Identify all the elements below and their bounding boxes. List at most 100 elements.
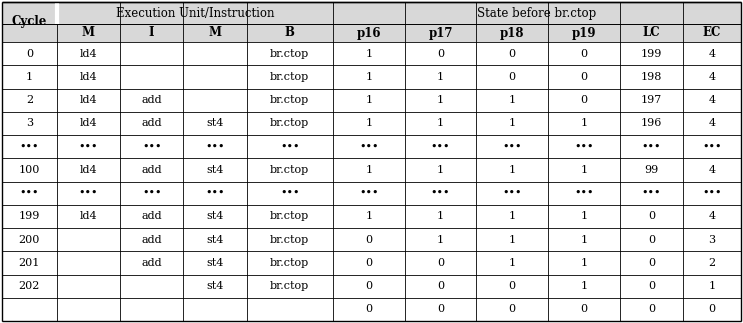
Text: 0: 0 (708, 304, 716, 314)
Text: 0: 0 (509, 304, 516, 314)
Text: 1: 1 (580, 165, 588, 175)
Text: 3: 3 (708, 234, 716, 245)
Text: 0: 0 (648, 258, 655, 268)
Text: br.ctop: br.ctop (270, 95, 309, 105)
Text: 1: 1 (509, 234, 516, 245)
Text: 0: 0 (580, 49, 588, 59)
Text: 1: 1 (366, 211, 372, 221)
Text: 1: 1 (366, 49, 372, 59)
Text: •••: ••• (280, 141, 299, 151)
Text: add: add (141, 258, 162, 268)
Text: p19: p19 (571, 26, 596, 39)
Bar (333, 2, 741, 24)
Text: 198: 198 (640, 72, 662, 82)
Text: •••: ••• (574, 141, 594, 151)
Text: 0: 0 (580, 304, 588, 314)
Text: 0: 0 (648, 234, 655, 245)
Text: •••: ••• (79, 141, 98, 151)
Text: add: add (141, 211, 162, 221)
Text: M: M (82, 26, 95, 39)
Text: 0: 0 (437, 281, 444, 291)
Text: 1: 1 (437, 95, 444, 105)
Text: 3: 3 (26, 118, 33, 128)
Text: 4: 4 (708, 49, 716, 59)
Text: p17: p17 (428, 26, 452, 39)
Text: add: add (141, 234, 162, 245)
Text: ld4: ld4 (80, 165, 97, 175)
Text: •••: ••• (142, 141, 161, 151)
Text: •••: ••• (431, 188, 450, 198)
Text: LC: LC (643, 26, 661, 39)
Text: 1: 1 (366, 72, 372, 82)
Bar (56, 24, 741, 42)
Text: •••: ••• (19, 141, 39, 151)
Text: st4: st4 (207, 165, 224, 175)
Text: Cycle: Cycle (12, 16, 47, 28)
Text: B: B (285, 26, 295, 39)
Text: EC: EC (703, 26, 721, 39)
Text: 0: 0 (580, 95, 588, 105)
Text: br.ctop: br.ctop (270, 234, 309, 245)
Text: Execution Unit/Instruction: Execution Unit/Instruction (116, 6, 274, 19)
Text: 0: 0 (26, 49, 33, 59)
Text: •••: ••• (574, 188, 594, 198)
Text: st4: st4 (207, 281, 224, 291)
Text: 0: 0 (437, 49, 444, 59)
Text: 1: 1 (366, 118, 372, 128)
Text: 0: 0 (580, 72, 588, 82)
Text: 1: 1 (437, 234, 444, 245)
Text: 4: 4 (708, 95, 716, 105)
Text: 202: 202 (19, 281, 40, 291)
Text: •••: ••• (79, 188, 98, 198)
Text: 1: 1 (580, 118, 588, 128)
Bar (56, 2, 333, 24)
Text: •••: ••• (280, 188, 299, 198)
Text: 1: 1 (366, 95, 372, 105)
Text: State before br.ctop: State before br.ctop (478, 6, 597, 19)
Text: 0: 0 (366, 258, 372, 268)
Text: br.ctop: br.ctop (270, 49, 309, 59)
Text: ld4: ld4 (80, 211, 97, 221)
Text: 1: 1 (509, 118, 516, 128)
Text: 0: 0 (509, 281, 516, 291)
Text: 0: 0 (509, 72, 516, 82)
Bar (2, 2, 56, 42)
Text: 4: 4 (708, 72, 716, 82)
Text: 0: 0 (366, 281, 372, 291)
Text: 1: 1 (509, 258, 516, 268)
Text: 1: 1 (708, 281, 716, 291)
Text: M: M (209, 26, 221, 39)
Text: st4: st4 (207, 211, 224, 221)
Text: 1: 1 (437, 165, 444, 175)
Text: 4: 4 (708, 165, 716, 175)
Text: ld4: ld4 (80, 72, 97, 82)
Text: 1: 1 (366, 165, 372, 175)
Text: •••: ••• (142, 188, 161, 198)
Text: 4: 4 (708, 118, 716, 128)
Text: 1: 1 (580, 234, 588, 245)
Text: 0: 0 (437, 258, 444, 268)
Text: 100: 100 (19, 165, 40, 175)
Text: 0: 0 (648, 281, 655, 291)
Text: 1: 1 (509, 95, 516, 105)
Text: 0: 0 (509, 49, 516, 59)
Text: •••: ••• (502, 188, 522, 198)
Text: st4: st4 (207, 118, 224, 128)
Text: 1: 1 (26, 72, 33, 82)
Text: 0: 0 (366, 234, 372, 245)
Text: 197: 197 (640, 95, 662, 105)
Text: 2: 2 (26, 95, 33, 105)
Text: 1: 1 (509, 211, 516, 221)
Text: •••: ••• (359, 141, 379, 151)
Text: st4: st4 (207, 234, 224, 245)
Text: 199: 199 (640, 49, 662, 59)
Text: 1: 1 (580, 281, 588, 291)
Text: 0: 0 (648, 304, 655, 314)
Text: •••: ••• (431, 141, 450, 151)
Text: 1: 1 (437, 72, 444, 82)
Text: br.ctop: br.ctop (270, 281, 309, 291)
Text: I: I (149, 26, 155, 39)
Text: br.ctop: br.ctop (270, 72, 309, 82)
Text: •••: ••• (359, 188, 379, 198)
Text: br.ctop: br.ctop (270, 211, 309, 221)
